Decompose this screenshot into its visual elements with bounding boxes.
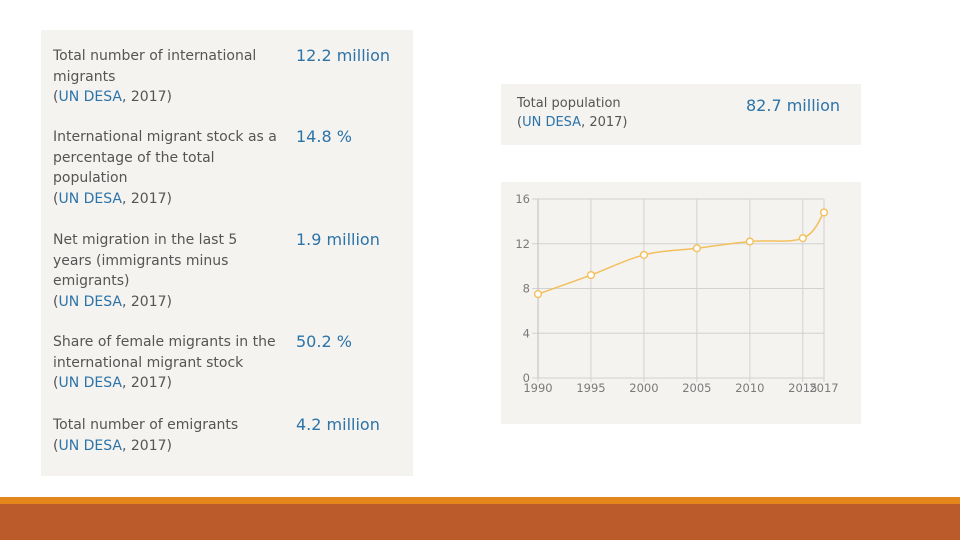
source-paren: ( <box>53 437 59 454</box>
stat-label: Share of female migrants in the internat… <box>53 332 279 394</box>
footer-bar <box>0 504 960 540</box>
stat-source: (UN DESA, 2017) <box>53 292 279 313</box>
data-point <box>819 208 829 217</box>
source-paren: ( <box>53 375 59 391</box>
data-point <box>798 234 807 243</box>
x-tick-label: 2000 <box>629 381 658 395</box>
x-tick-label: 2015 <box>788 381 817 395</box>
source-link[interactable]: UN DESA <box>522 115 582 130</box>
source-year: , 2017) <box>122 89 172 105</box>
source-year: , 2017) <box>122 437 172 454</box>
source-year: , 2017) <box>581 115 628 130</box>
stat-label-text: Share of female migrants in the internat… <box>53 334 276 371</box>
source-link[interactable]: UN DESA <box>58 437 122 454</box>
source-year: , 2017) <box>122 190 172 207</box>
stat-label-text: Total number of emigrants <box>53 417 239 433</box>
population-source: (UN DESA, 2017) <box>517 113 627 132</box>
x-tick-label: 1995 <box>576 381 605 395</box>
population-value: 82.7 million <box>746 96 841 115</box>
migration-stats-panel: Total number of international migrants (… <box>41 30 413 476</box>
stat-label: Total number of international migrants (… <box>53 46 279 108</box>
stat-label-text: Total number of international migrants <box>53 48 257 85</box>
x-tick-label: 2010 <box>735 381 764 395</box>
stat-label-text: International migrant stock as a percent… <box>53 129 277 186</box>
source-link[interactable]: UN DESA <box>58 375 122 391</box>
source-year: , 2017) <box>122 375 172 391</box>
stat-label-text: Net migration in the last 5 years (immig… <box>53 232 238 289</box>
source-year: , 2017) <box>122 293 172 310</box>
data-point <box>533 289 543 299</box>
stat-value: 14.8 % <box>296 127 352 146</box>
data-point <box>692 244 701 253</box>
stat-label: International migrant stock as a percent… <box>53 127 279 209</box>
stat-label: Total number of emigrants (UN DESA, 2017… <box>53 415 279 456</box>
total-population-panel: Total population (UN DESA, 2017) 82.7 mi… <box>501 84 861 145</box>
stat-value: 4.2 million <box>296 415 380 434</box>
source-paren: ( <box>53 293 59 310</box>
x-tick-label: 2017 <box>809 381 838 395</box>
migrant-stock-chart-panel: 0 4 8 12 16 1990 1995 2000 2005 2010 2015 2017 <box>501 182 861 424</box>
stat-source: (UN DESA, 2017) <box>53 373 279 394</box>
series-line <box>537 211 825 295</box>
source-link[interactable]: UN DESA <box>58 293 122 310</box>
stat-label: Net migration in the last 5 years (immig… <box>53 230 279 312</box>
data-point <box>745 237 754 246</box>
stat-value: 1.9 million <box>296 230 380 249</box>
source-paren: ( <box>53 190 59 207</box>
x-tick-label: 1990 <box>523 381 552 395</box>
stat-value: 12.2 million <box>296 46 391 65</box>
x-tick-label: 2005 <box>682 381 711 395</box>
y-tick-label: 0 <box>523 371 530 385</box>
y-tick-label: 12 <box>515 237 530 251</box>
stat-source: (UN DESA, 2017) <box>53 87 279 108</box>
y-tick-label: 4 <box>523 326 530 340</box>
population-label: Total population (UN DESA, 2017) <box>517 94 627 132</box>
population-label-text: Total population <box>517 96 621 111</box>
source-link[interactable]: UN DESA <box>58 89 122 105</box>
source-paren: ( <box>517 115 523 130</box>
stat-value: 50.2 % <box>296 332 352 351</box>
data-point <box>639 250 649 260</box>
stat-source: (UN DESA, 2017) <box>53 189 279 210</box>
stat-source: (UN DESA, 2017) <box>53 436 279 457</box>
y-tick-label: 8 <box>523 282 530 296</box>
data-point <box>586 270 596 280</box>
source-link[interactable]: UN DESA <box>58 190 122 207</box>
y-tick-label: 16 <box>515 192 530 206</box>
source-paren: ( <box>53 89 59 105</box>
footer-accent-bar <box>0 497 960 504</box>
